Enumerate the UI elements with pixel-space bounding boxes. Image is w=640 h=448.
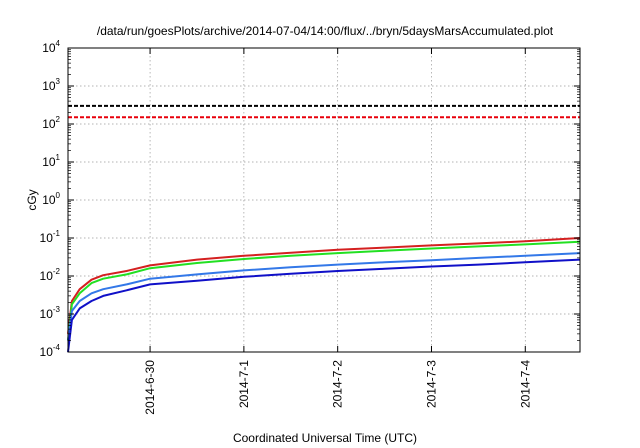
y-tick-label: 10-4 xyxy=(40,343,61,359)
series-line xyxy=(67,252,581,341)
y-axis-ticks: 10-4 10-3 10-2 10-1 100 101 102 103 104 xyxy=(40,39,580,359)
x-tick-label: 2014-7-1 xyxy=(237,360,251,408)
y-tick-label: 10-2 xyxy=(40,267,61,283)
x-axis-ticks: 2014-6-30 2014-7-1 2014-7-2 2014-7-3 2014-7-… xyxy=(143,48,532,415)
series-lines xyxy=(67,237,581,353)
x-axis-label: Coordinated Universal Time (UTC) xyxy=(233,431,417,445)
threshold-lines xyxy=(68,104,580,119)
x-tick-label: 2014-7-4 xyxy=(518,360,532,408)
x-tick-label: 2014-7-2 xyxy=(331,360,345,408)
y-tick-label: 103 xyxy=(42,77,60,93)
y-tick-label: 102 xyxy=(42,115,60,131)
y-tick-label: 10-1 xyxy=(40,229,61,245)
y-tick-label: 10-3 xyxy=(40,305,61,321)
y-axis-label: cGy xyxy=(25,189,39,210)
y-tick-label: 100 xyxy=(42,191,60,207)
chart-title: /data/run/goesPlots/archive/2014-07-04/1… xyxy=(97,24,554,38)
series-line xyxy=(67,240,581,341)
x-tick-label: 2014-7-3 xyxy=(424,360,438,408)
y-tick-label: 101 xyxy=(42,153,60,169)
x-tick-label: 2014-6-30 xyxy=(143,360,157,415)
series-line xyxy=(67,258,581,353)
series-line xyxy=(67,237,581,335)
y-tick-label: 104 xyxy=(42,39,60,55)
grid xyxy=(68,48,580,352)
